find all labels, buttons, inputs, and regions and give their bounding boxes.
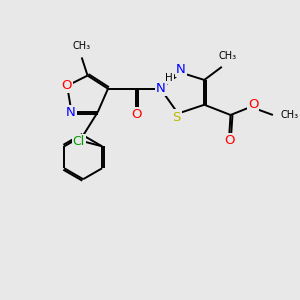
Text: CH₃: CH₃	[73, 41, 91, 51]
Text: O: O	[224, 134, 235, 148]
Text: N: N	[66, 106, 76, 119]
Text: CH₃: CH₃	[280, 110, 298, 120]
Text: O: O	[61, 79, 72, 92]
Text: CH₃: CH₃	[219, 51, 237, 61]
Text: O: O	[132, 108, 142, 121]
Text: O: O	[248, 98, 258, 111]
Text: H: H	[165, 74, 173, 83]
Text: N: N	[176, 63, 186, 76]
Text: S: S	[172, 110, 181, 124]
Text: N: N	[156, 82, 166, 94]
Text: Cl: Cl	[73, 135, 85, 148]
